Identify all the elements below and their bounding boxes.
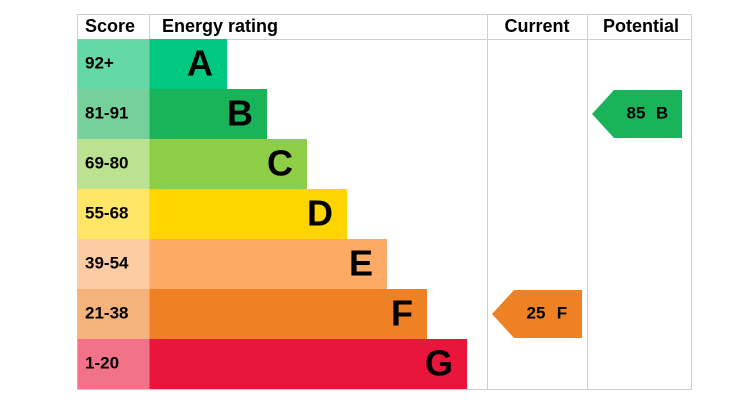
score-label: 81-91 bbox=[85, 103, 128, 122]
header-potential: Potential bbox=[603, 16, 679, 36]
potential-arrow bbox=[592, 90, 682, 138]
current-arrow bbox=[492, 290, 582, 338]
score-label: 39-54 bbox=[85, 253, 129, 272]
rating-letter: C bbox=[267, 143, 293, 184]
header-rating: Energy rating bbox=[162, 16, 278, 36]
score-cell bbox=[77, 39, 150, 89]
score-cell bbox=[77, 89, 150, 139]
rating-bar bbox=[149, 189, 347, 239]
rating-letter: B bbox=[227, 93, 253, 134]
rating-letter: A bbox=[187, 43, 213, 84]
score-cell bbox=[77, 289, 150, 339]
rating-bar bbox=[149, 289, 427, 339]
rating-letter: E bbox=[349, 243, 373, 284]
rating-bar bbox=[149, 239, 387, 289]
score-label: 69-80 bbox=[85, 153, 128, 172]
score-cell bbox=[77, 339, 150, 389]
rating-bar bbox=[149, 39, 227, 89]
rating-letter: G bbox=[425, 343, 453, 384]
header-current: Current bbox=[504, 16, 569, 36]
rating-bar bbox=[149, 89, 267, 139]
score-cell bbox=[77, 239, 150, 289]
current-letter: F bbox=[557, 303, 567, 322]
score-label: 21-38 bbox=[85, 303, 128, 322]
rating-letter: F bbox=[391, 293, 413, 334]
potential-value: 85 bbox=[627, 103, 646, 122]
current-value: 25 bbox=[527, 303, 546, 322]
header-score: Score bbox=[85, 16, 135, 36]
rating-bar bbox=[149, 339, 467, 389]
score-label: 1-20 bbox=[85, 353, 119, 372]
rating-letter: D bbox=[307, 193, 333, 234]
score-label: 92+ bbox=[85, 53, 114, 72]
score-cell bbox=[77, 139, 150, 189]
score-label: 55-68 bbox=[85, 203, 128, 222]
rating-bar bbox=[149, 139, 307, 189]
score-cell bbox=[77, 189, 150, 239]
potential-letter: B bbox=[656, 103, 668, 122]
